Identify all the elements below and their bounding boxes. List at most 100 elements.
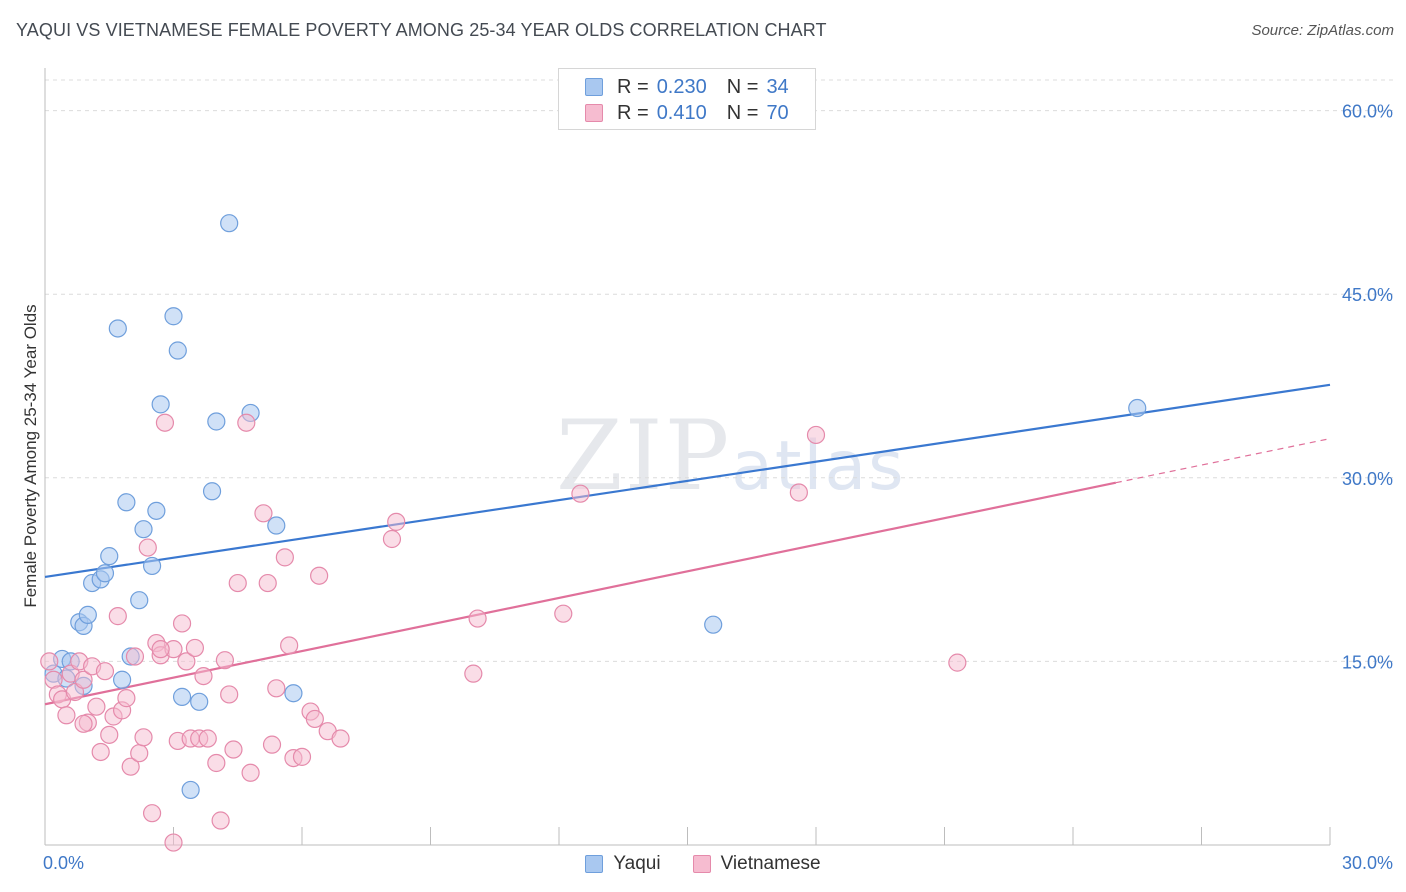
point-vietnamese	[177, 652, 196, 671]
point-vietnamese	[258, 573, 277, 593]
point-vietnamese	[280, 636, 299, 655]
point-vietnamese	[241, 763, 260, 782]
point-vietnamese	[215, 651, 234, 670]
legend-row-vietnamese: R = 0.410 N = 70	[585, 101, 789, 125]
legend-row-yaqui: R = 0.230 N = 34	[585, 75, 789, 99]
point-vietnamese	[254, 504, 273, 523]
point-vietnamese	[194, 666, 213, 686]
series-label-vietnamese: Vietnamese	[720, 853, 821, 874]
point-yaqui	[78, 605, 97, 624]
series-legend: Yaqui Vietnamese	[0, 852, 1406, 876]
point-vietnamese	[185, 638, 205, 658]
point-yaqui	[704, 615, 723, 634]
point-vietnamese	[100, 725, 119, 744]
point-yaqui	[108, 319, 127, 338]
y-axis-label: Female Poverty Among 25-34 Year Olds	[21, 304, 40, 607]
point-yaqui	[134, 520, 153, 539]
point-vietnamese	[948, 653, 967, 672]
y-tick-label: 60.0%	[1342, 102, 1393, 122]
point-vietnamese	[464, 664, 483, 683]
series-legend-yaqui: Yaqui	[585, 853, 661, 875]
point-vietnamese	[155, 413, 175, 432]
series-swatch-vietnamese	[692, 855, 711, 873]
point-yaqui	[207, 412, 226, 431]
legend-swatch-vietnamese	[585, 104, 603, 122]
point-yaqui	[267, 516, 286, 535]
trendlines	[44, 383, 1331, 706]
point-vietnamese	[95, 662, 115, 681]
point-vietnamese	[134, 728, 153, 747]
point-yaqui	[164, 307, 183, 326]
point-vietnamese	[220, 685, 239, 704]
point-vietnamese	[310, 566, 329, 585]
point-vietnamese	[40, 652, 59, 671]
legend-swatch-yaqui	[585, 78, 603, 96]
point-yaqui	[202, 482, 222, 501]
point-yaqui	[168, 341, 187, 360]
point-vietnamese	[151, 640, 170, 659]
point-vietnamese	[806, 425, 826, 445]
point-vietnamese	[292, 747, 312, 766]
point-yaqui	[172, 687, 192, 706]
legend-r-label: R =	[617, 75, 649, 98]
point-yaqui	[100, 547, 119, 566]
point-vietnamese	[117, 689, 136, 708]
point-vietnamese	[142, 804, 162, 823]
point-vietnamese	[468, 609, 487, 628]
point-vietnamese	[305, 709, 324, 729]
point-vietnamese	[121, 757, 140, 776]
point-vietnamese	[262, 735, 282, 754]
y-tick-label: 30.0%	[1342, 469, 1393, 489]
point-vietnamese	[554, 604, 573, 623]
point-yaqui	[220, 214, 239, 233]
x-tick-label: 30.0%	[1342, 853, 1393, 873]
point-yaqui	[147, 501, 166, 520]
data-points	[40, 214, 1147, 852]
point-yaqui	[112, 670, 132, 689]
point-vietnamese	[207, 753, 226, 773]
point-vietnamese	[267, 679, 286, 698]
x-tick-label: 0.0%	[43, 853, 84, 873]
series-label-yaqui: Yaqui	[613, 853, 661, 874]
point-vietnamese	[130, 744, 149, 763]
point-vietnamese	[57, 706, 76, 725]
point-vietnamese	[331, 729, 350, 748]
point-yaqui	[284, 684, 303, 703]
chart-title: YAQUI VS VIETNAMESE FEMALE POVERTY AMONG…	[16, 20, 827, 40]
legend-n-value: 34	[766, 75, 789, 98]
point-vietnamese	[164, 833, 183, 852]
point-vietnamese	[138, 538, 157, 557]
point-yaqui	[181, 780, 200, 800]
point-vietnamese	[237, 413, 256, 432]
point-yaqui	[1128, 398, 1147, 418]
legend-n-label: N =	[726, 101, 759, 124]
series-swatch-yaqui	[585, 855, 604, 873]
gridlines	[45, 79, 1395, 662]
point-vietnamese	[198, 729, 217, 748]
point-vietnamese	[224, 740, 243, 759]
source-credit: Source: ZipAtlas.com	[1251, 22, 1394, 39]
point-vietnamese	[74, 714, 93, 733]
point-yaqui	[151, 395, 170, 414]
point-vietnamese	[211, 811, 230, 830]
legend-r-label: R =	[617, 101, 649, 124]
point-yaqui	[142, 556, 162, 576]
point-vietnamese	[228, 573, 247, 593]
point-vietnamese	[108, 607, 127, 626]
point-vietnamese	[789, 483, 808, 502]
y-tick-label: 45.0%	[1342, 285, 1393, 305]
point-yaqui	[190, 692, 209, 711]
point-vietnamese	[172, 614, 192, 633]
trendline-yaqui	[44, 383, 1331, 579]
point-vietnamese	[125, 647, 145, 666]
point-vietnamese	[387, 512, 406, 531]
legend-r-value: 0.230	[656, 75, 707, 98]
point-vietnamese	[87, 697, 106, 716]
point-yaqui	[130, 591, 149, 610]
trendline-vietnamese-extension	[1115, 438, 1331, 484]
correlation-legend: R = 0.230 N = 34 R = 0.410 N = 70	[558, 68, 816, 130]
series-legend-vietnamese: Vietnamese	[692, 853, 821, 875]
legend-n-value: 70	[766, 101, 789, 124]
point-vietnamese	[74, 670, 93, 689]
